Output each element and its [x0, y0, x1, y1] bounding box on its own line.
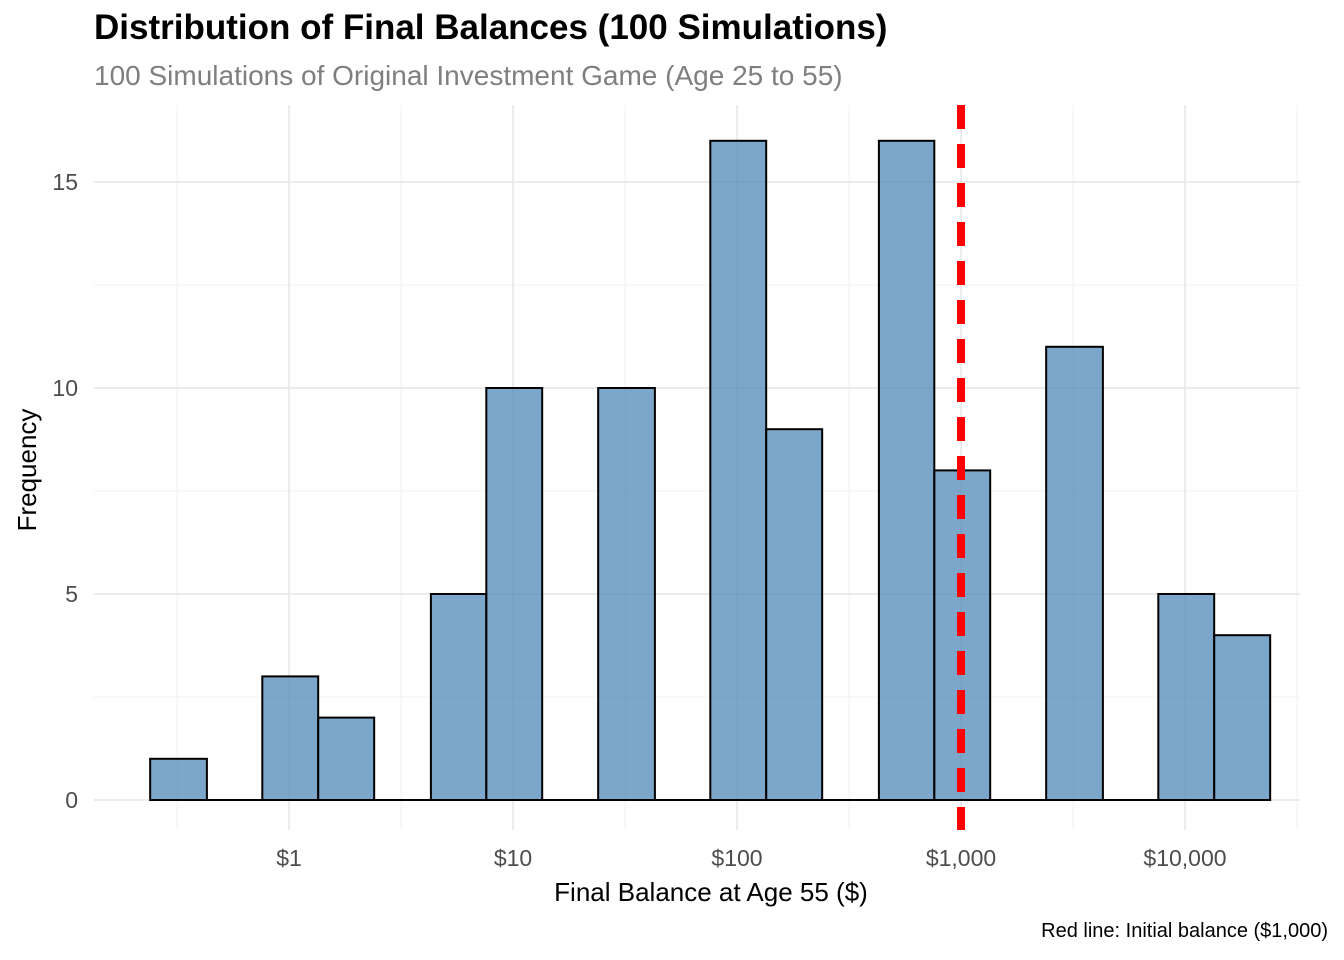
x-tick-label: $10: [494, 845, 532, 871]
histogram-bars: [149, 139, 1272, 802]
histogram-bar: [1213, 634, 1272, 802]
chart-title: Distribution of Final Balances (100 Simu…: [94, 8, 888, 47]
histogram-bar: [1045, 345, 1104, 801]
histogram-bar: [765, 428, 824, 801]
histogram-bar: [149, 757, 208, 801]
x-axis-ticks: $1 $10 $100 $1,000 $10,000: [276, 845, 1226, 871]
histogram-bar: [317, 716, 376, 801]
histogram-bar: [877, 139, 936, 802]
x-axis-title: Final Balance at Age 55 ($): [554, 877, 868, 907]
histogram-bar: [1157, 593, 1216, 801]
chart-caption: Red line: Initial balance ($1,000): [1041, 920, 1328, 942]
x-tick-label: $100: [711, 845, 762, 871]
histogram-bar: [709, 139, 768, 802]
y-tick-label: 5: [65, 581, 78, 607]
y-tick-label: 15: [52, 169, 78, 195]
x-tick-label: $1,000: [926, 845, 996, 871]
x-tick-label: $1: [276, 845, 302, 871]
chart-subtitle: 100 Simulations of Original Investment G…: [94, 60, 843, 91]
histogram-bar: [429, 593, 488, 801]
histogram-bar: [261, 675, 320, 802]
histogram-bar: [597, 387, 656, 801]
y-axis-title: Frequency: [12, 409, 42, 532]
x-tick-label: $10,000: [1143, 845, 1226, 871]
y-axis-ticks: 0 5 10 15: [52, 169, 78, 813]
histogram-bar: [485, 387, 544, 801]
y-tick-label: 0: [65, 787, 78, 813]
y-tick-label: 10: [52, 375, 78, 401]
